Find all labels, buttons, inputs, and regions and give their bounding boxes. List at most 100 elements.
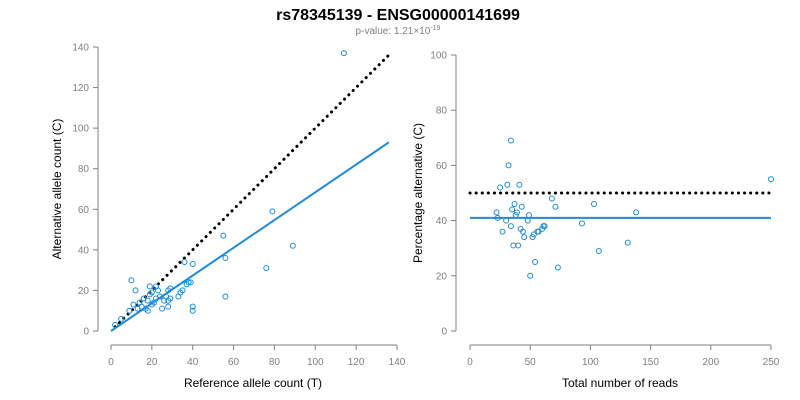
- data-point: [128, 277, 135, 284]
- x-tick-label: 200: [702, 357, 719, 368]
- x-tick-label: 40: [187, 357, 199, 368]
- data-point: [504, 181, 511, 188]
- x-tick-label: 0: [467, 357, 473, 368]
- data-point: [509, 206, 516, 213]
- data-point: [511, 201, 518, 208]
- data-point: [519, 228, 526, 235]
- data-point: [493, 209, 500, 216]
- data-point: [179, 287, 186, 294]
- data-point: [130, 301, 137, 308]
- chart-title: rs78345139 - ENSG00000141699: [276, 7, 520, 24]
- data-point: [633, 209, 640, 216]
- data-point: [595, 247, 602, 254]
- y-axis-label-right: Percentage alternative (C): [411, 123, 425, 263]
- data-point: [521, 234, 528, 241]
- data-point: [263, 265, 270, 272]
- data-point: [167, 295, 174, 302]
- data-point: [154, 287, 161, 294]
- data-point: [497, 184, 504, 191]
- percentage-alternative-scatter-panel: 0 50 100 150 200 250 0 20 40 60 80 100 Total number…: [411, 51, 780, 391]
- data-point: [167, 285, 174, 292]
- x-tick-label: 0: [108, 357, 114, 368]
- y-tick-label: 60: [436, 161, 448, 172]
- x-tick-label: 80: [269, 357, 281, 368]
- data-point: [126, 307, 133, 314]
- data-point: [510, 242, 517, 249]
- data-point: [525, 212, 532, 219]
- expected-ratio-line: [113, 53, 391, 329]
- data-point: [503, 217, 510, 224]
- data-point: [524, 217, 531, 224]
- axes-right: 0 50 100 150 200 250 0 20 40 60 80 100: [430, 51, 779, 369]
- data-point: [185, 279, 192, 286]
- data-point: [189, 307, 196, 314]
- y-tick-label: 80: [78, 164, 90, 175]
- data-point: [144, 307, 151, 314]
- data-point: [181, 259, 188, 266]
- x-tick-label: 20: [146, 357, 158, 368]
- data-point: [159, 305, 166, 312]
- data-point: [548, 195, 555, 202]
- data-points-left: [112, 50, 347, 328]
- reference-lines-right: [468, 191, 773, 219]
- y-tick-label: 100: [430, 51, 447, 62]
- y-tick-label: 120: [72, 83, 89, 94]
- data-point: [187, 279, 194, 286]
- data-point: [552, 203, 559, 210]
- data-point: [148, 289, 155, 296]
- regression-fit-line: [110, 141, 390, 332]
- y-tick-label: 100: [72, 124, 89, 135]
- y-tick-label: 40: [436, 216, 448, 227]
- x-tick-label: 250: [763, 357, 780, 368]
- data-point: [529, 234, 536, 241]
- data-point: [518, 203, 525, 210]
- data-point: [269, 208, 276, 215]
- chart-subtitle: p-value: 1.21×10-19: [356, 25, 441, 37]
- data-point: [532, 259, 539, 265]
- y-tick-label: 20: [436, 271, 448, 282]
- y-tick-label: 0: [83, 327, 89, 338]
- x-axis-label-left: Reference allele count (T): [184, 376, 322, 390]
- data-point: [578, 220, 585, 227]
- data-point: [515, 242, 522, 249]
- data-points-right: [493, 137, 774, 279]
- data-point: [591, 201, 598, 208]
- allele-count-scatter-panel: 0 20 40 60 80 100 120 140 0 20 40 60 80 100 120 140 Ref…: [50, 43, 406, 391]
- y-tick-label: 40: [78, 245, 90, 256]
- data-point: [505, 162, 512, 169]
- x-tick-label: 140: [389, 357, 406, 368]
- p-value-exponent: -19: [430, 25, 440, 32]
- y-tick-label: 80: [436, 106, 448, 117]
- reference-lines-left: [110, 53, 391, 332]
- x-tick-label: 100: [582, 357, 599, 368]
- y-axis-label-left: Alternative allele count (C): [50, 119, 64, 260]
- x-tick-label: 150: [642, 357, 659, 368]
- data-point: [768, 176, 774, 183]
- data-point: [516, 181, 523, 188]
- data-point: [512, 212, 519, 219]
- data-point: [624, 239, 631, 246]
- data-point: [189, 261, 196, 268]
- data-point: [118, 315, 125, 322]
- data-point: [165, 303, 172, 310]
- data-point: [513, 209, 520, 216]
- data-point: [144, 297, 151, 304]
- y-tick-label: 140: [72, 43, 89, 54]
- p-value-text: p-value: 1.21×10: [356, 26, 431, 37]
- data-point: [527, 272, 534, 279]
- data-point: [220, 232, 227, 239]
- x-tick-label: 60: [228, 357, 240, 368]
- data-point: [289, 242, 296, 249]
- y-tick-label: 0: [441, 327, 447, 338]
- data-point: [222, 254, 229, 261]
- data-point: [541, 223, 548, 230]
- data-point: [132, 287, 139, 294]
- data-point: [157, 293, 164, 300]
- data-point: [494, 214, 501, 221]
- x-tick-label: 50: [525, 357, 537, 368]
- x-tick-label: 100: [307, 357, 324, 368]
- data-point: [189, 303, 196, 310]
- data-point: [222, 293, 229, 300]
- data-point: [340, 50, 347, 57]
